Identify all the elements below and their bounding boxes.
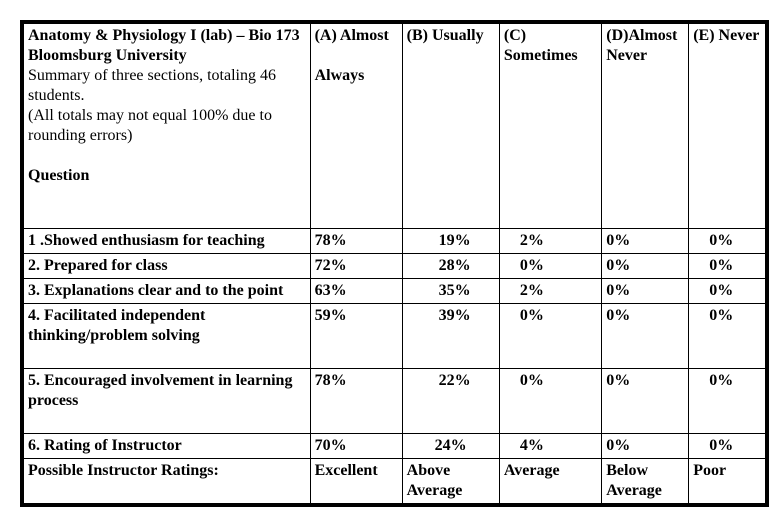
footer-b: Above Average: [402, 459, 499, 504]
val-e-text: 0%: [709, 232, 733, 249]
question-cell: 2. Prepared for class: [24, 254, 311, 279]
question-text: 1 .Showed enthusiasm for teaching: [28, 232, 265, 249]
footer-a: Excellent: [310, 459, 402, 504]
val-c: 4%: [499, 434, 601, 459]
val-c-text: 2%: [520, 282, 544, 299]
val-c: 2%: [499, 229, 601, 254]
footer-label: Possible Instructor Ratings:: [24, 459, 311, 504]
val-b-text: 19%: [439, 232, 471, 249]
col-a-header: (A) Almost Always: [310, 24, 402, 229]
val-b-text: 35%: [439, 282, 471, 299]
val-a: 72%: [310, 254, 402, 279]
evaluation-table-container: Anatomy & Physiology I (lab) – Bio 173 B…: [20, 20, 769, 507]
val-d: 0%: [602, 279, 689, 304]
question-text: 3. Explanations clear and to the point: [28, 282, 283, 299]
val-a: 78%: [310, 229, 402, 254]
val-a: 59%: [310, 304, 402, 369]
val-d: 0%: [602, 369, 689, 434]
val-c-text: 4%: [520, 437, 544, 454]
val-d: 0%: [602, 304, 689, 369]
val-c-text: 0%: [520, 307, 544, 324]
val-d: 0%: [602, 229, 689, 254]
val-d: 0%: [602, 434, 689, 459]
question-cell: 3. Explanations clear and to the point: [24, 279, 311, 304]
val-b: 39%: [402, 304, 499, 369]
footer-d: Below Average: [602, 459, 689, 504]
question-text: 4. Facilitated independent thinking/prob…: [28, 307, 205, 344]
val-e-text: 0%: [709, 282, 733, 299]
table-row: 1 .Showed enthusiasm for teaching 78% 19…: [24, 229, 766, 254]
val-c: 2%: [499, 279, 601, 304]
footer-c: Average: [499, 459, 601, 504]
table-row: 5. Encouraged involvement in learning pr…: [24, 369, 766, 434]
val-e-text: 0%: [709, 307, 733, 324]
course-title: Anatomy & Physiology I (lab) – Bio 173 B…: [28, 27, 300, 64]
footer-row: Possible Instructor Ratings: Excellent A…: [24, 459, 766, 504]
evaluation-table: Anatomy & Physiology I (lab) – Bio 173 B…: [23, 23, 766, 504]
val-e: 0%: [689, 434, 766, 459]
val-e-text: 0%: [709, 437, 733, 454]
question-cell: 6. Rating of Instructor: [24, 434, 311, 459]
val-b-text: 28%: [439, 257, 471, 274]
header-row: Anatomy & Physiology I (lab) – Bio 173 B…: [24, 24, 766, 229]
val-b-text: 22%: [439, 372, 471, 389]
col-a-label2: Always: [315, 67, 365, 84]
question-cell: 5. Encouraged involvement in learning pr…: [24, 369, 311, 434]
table-row: 4. Facilitated independent thinking/prob…: [24, 304, 766, 369]
val-c: 0%: [499, 369, 601, 434]
val-b: 24%: [402, 434, 499, 459]
val-e: 0%: [689, 369, 766, 434]
val-b-text: 39%: [439, 307, 471, 324]
val-b: 35%: [402, 279, 499, 304]
val-c: 0%: [499, 304, 601, 369]
val-e: 0%: [689, 304, 766, 369]
question-label: Question: [28, 167, 89, 184]
rounding-note: (All totals may not equal 100% due to ro…: [28, 107, 272, 144]
question-cell: 4. Facilitated independent thinking/prob…: [24, 304, 311, 369]
val-e: 0%: [689, 229, 766, 254]
table-row: 2. Prepared for class 72% 28% 0% 0% 0%: [24, 254, 766, 279]
val-b: 19%: [402, 229, 499, 254]
col-b-header: (B) Usually: [402, 24, 499, 229]
header-question-cell: Anatomy & Physiology I (lab) – Bio 173 B…: [24, 24, 311, 229]
table-row: 3. Explanations clear and to the point 6…: [24, 279, 766, 304]
col-c-header: (C) Sometimes: [499, 24, 601, 229]
val-e-text: 0%: [709, 372, 733, 389]
table-row: 6. Rating of Instructor 70% 24% 4% 0% 0%: [24, 434, 766, 459]
question-text: 5. Encouraged involvement in learning pr…: [28, 372, 292, 409]
val-c-text: 0%: [520, 257, 544, 274]
val-e: 0%: [689, 279, 766, 304]
val-c-text: 0%: [520, 372, 544, 389]
summary-line: Summary of three sections, totaling 46 s…: [28, 67, 276, 104]
val-a: 70%: [310, 434, 402, 459]
val-d: 0%: [602, 254, 689, 279]
val-b-text: 24%: [435, 437, 467, 454]
question-text: 2. Prepared for class: [28, 257, 168, 274]
val-e: 0%: [689, 254, 766, 279]
val-e-text: 0%: [709, 257, 733, 274]
val-a: 63%: [310, 279, 402, 304]
question-cell: 1 .Showed enthusiasm for teaching: [24, 229, 311, 254]
val-c-text: 2%: [520, 232, 544, 249]
footer-e: Poor: [689, 459, 766, 504]
val-b: 28%: [402, 254, 499, 279]
col-a-label1: (A) Almost: [315, 27, 389, 44]
val-a: 78%: [310, 369, 402, 434]
col-e-header: (E) Never: [689, 24, 766, 229]
val-c: 0%: [499, 254, 601, 279]
question-text: 6. Rating of Instructor: [28, 437, 182, 454]
col-d-header: (D)Almost Never: [602, 24, 689, 229]
val-b: 22%: [402, 369, 499, 434]
